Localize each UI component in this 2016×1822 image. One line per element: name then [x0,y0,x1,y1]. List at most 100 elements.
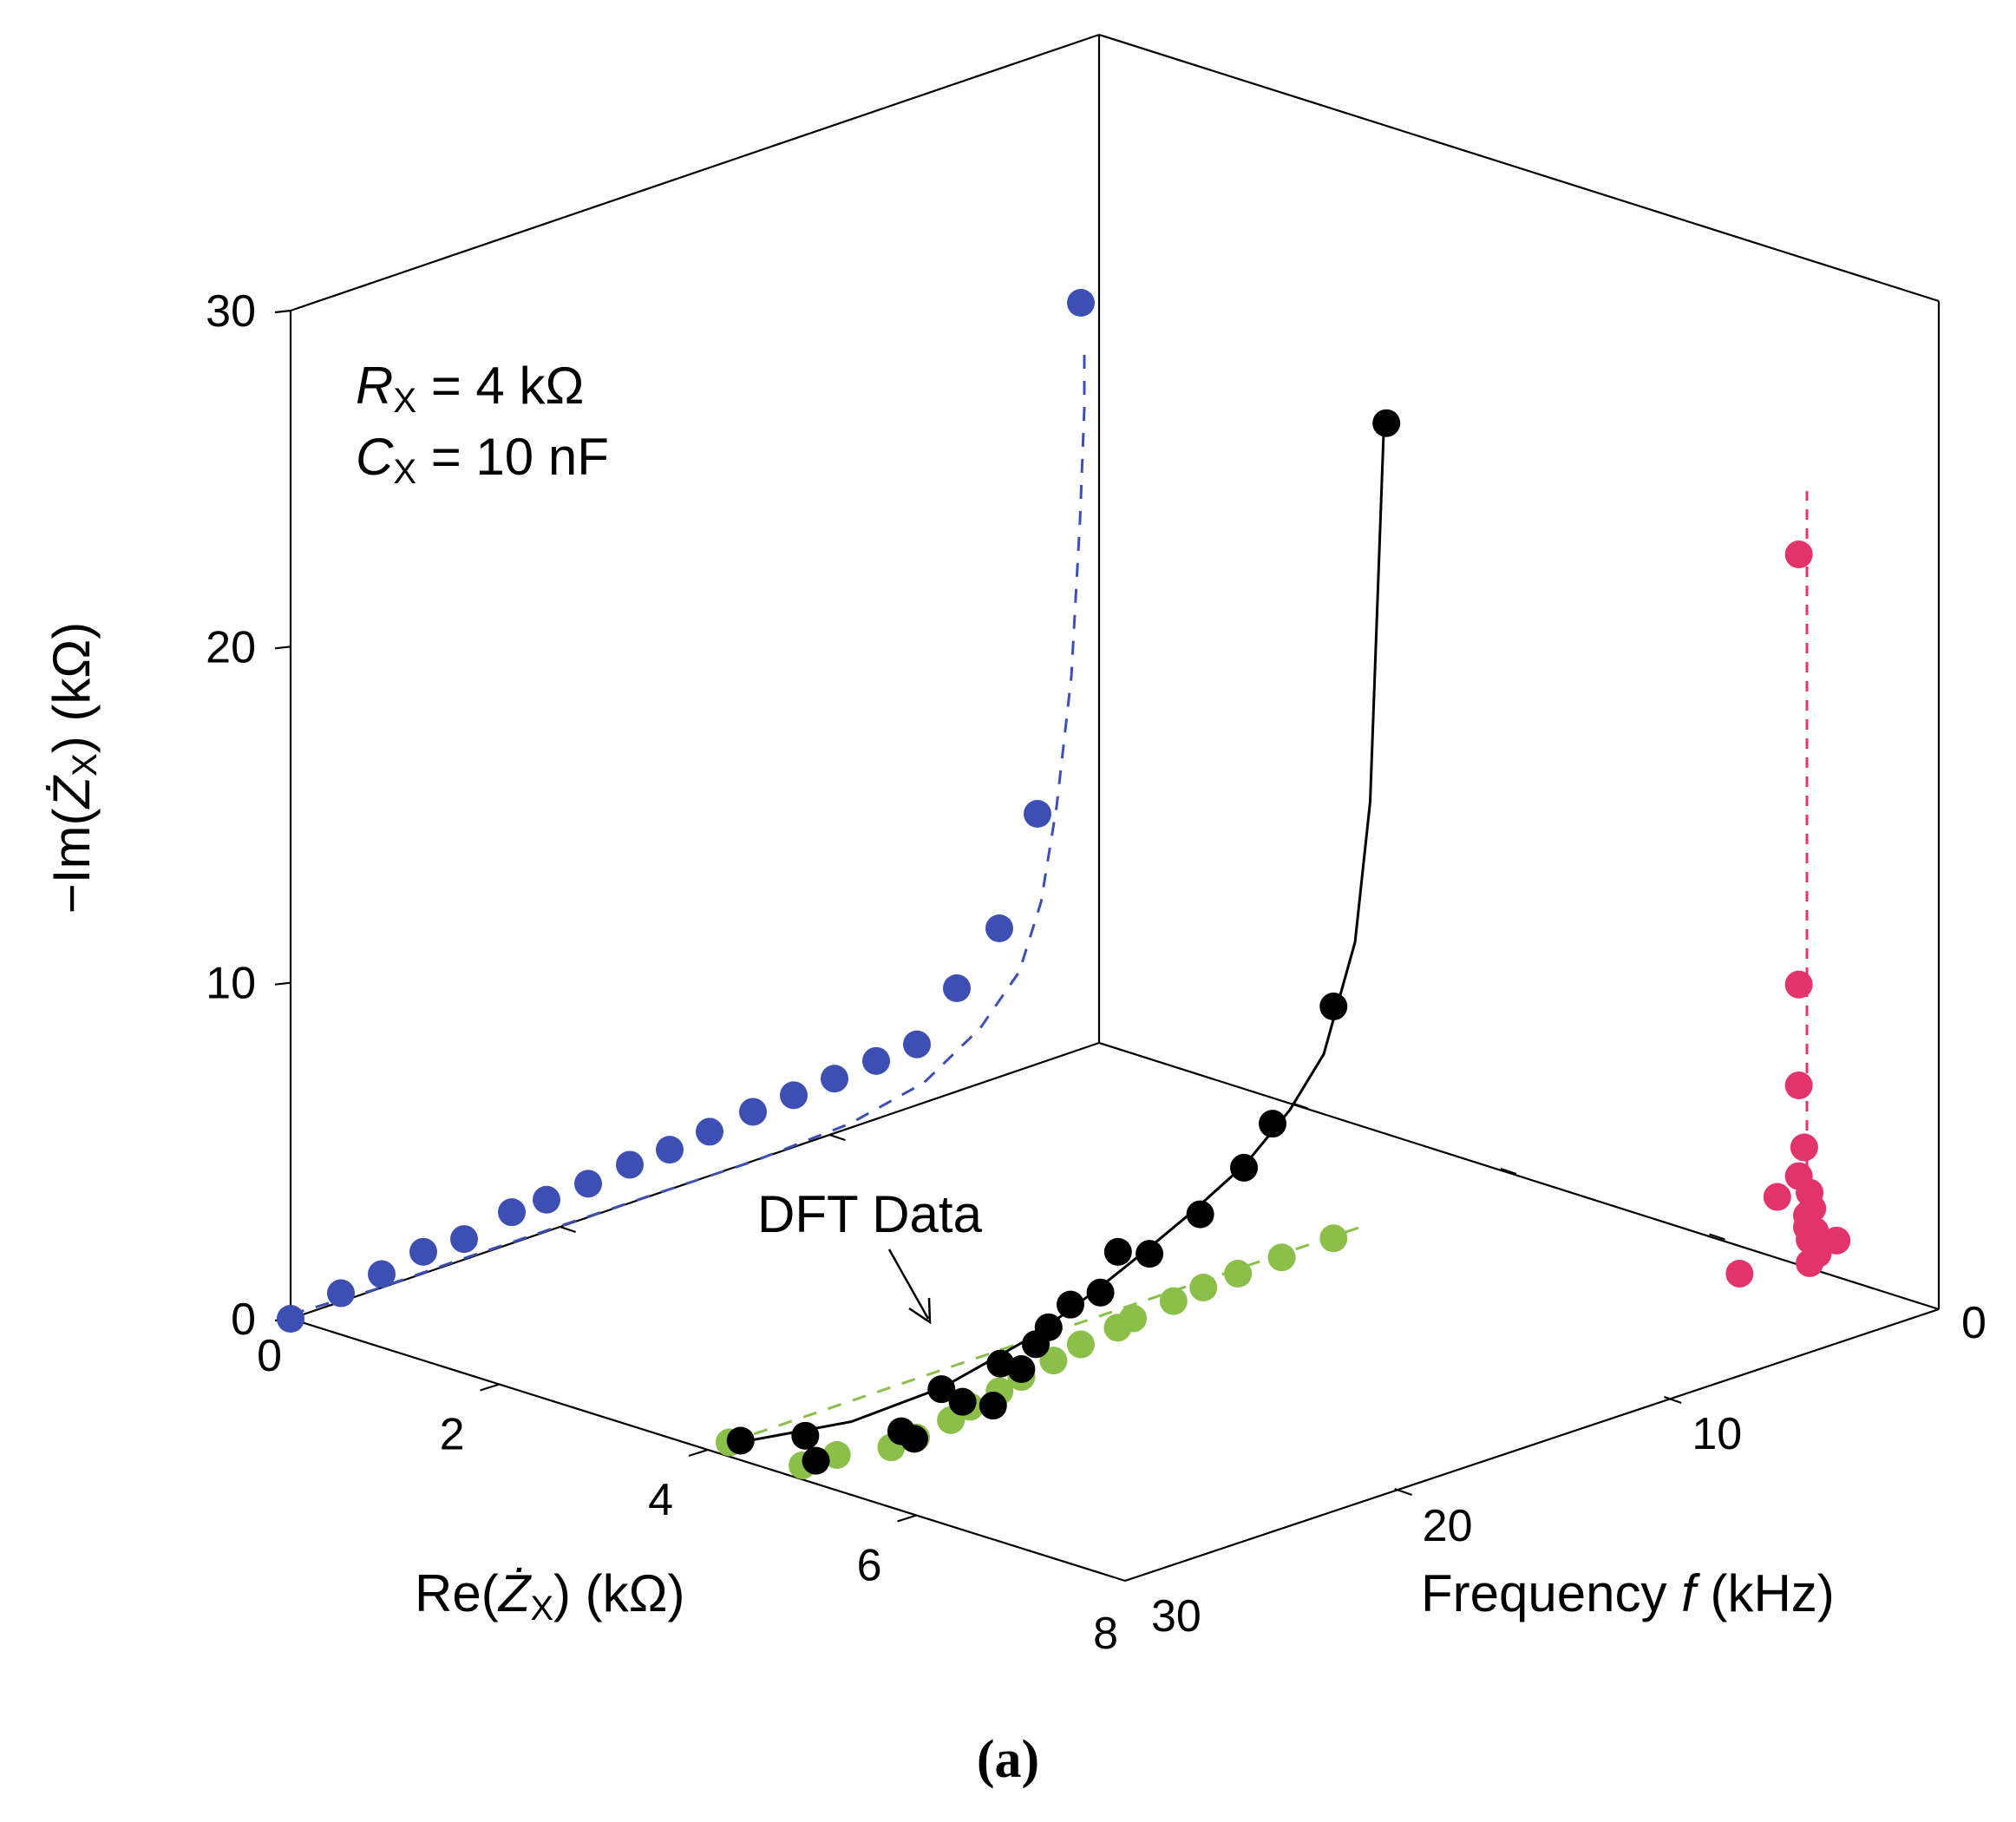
point-im-vs-re [862,1046,890,1075]
point-re-vs-f [1066,1330,1095,1359]
axes-frame [289,33,1941,1583]
point-re-vs-f [1119,1304,1148,1333]
point-dft-3d [791,1421,820,1450]
floor-edge-freq-axis [1124,1308,1940,1583]
point-re-vs-f [1039,1347,1068,1375]
point-dft-3d [802,1446,830,1475]
freq-tick [1663,1395,1682,1405]
point-dft-3d [927,1375,956,1404]
point-dft-3d [1258,1110,1286,1138]
point-im-vs-re [985,914,1013,942]
point-dft-3d [1372,409,1401,437]
point-dft-3d [1034,1313,1063,1341]
point-dft-3d [986,1349,1015,1378]
point-im-vs-re [327,1279,355,1308]
dft-arrow-head [908,1297,932,1325]
point-dft-3d [1186,1200,1214,1229]
point-dft-3d [1136,1240,1164,1268]
top-edge-right [1098,33,1940,303]
re-tick-label: 2 [440,1410,465,1460]
point-im-vs-re [574,1170,602,1198]
point-im-vs-f [1763,1183,1791,1211]
point-dft-3d [1103,1237,1132,1266]
point-im-vs-re [533,1185,560,1214]
re-tick [480,1383,500,1392]
point-im-vs-re [780,1081,808,1110]
point-re-vs-f [1189,1273,1218,1301]
point-im-vs-re [696,1117,723,1146]
dft-arrow-shaft [887,1249,930,1320]
point-dft-3d [900,1425,929,1453]
back-freq-tick [828,1133,846,1142]
re-axis-title: Re(ŻX) (kΩ) [415,1564,685,1628]
point-re-vs-f [1267,1243,1296,1272]
figure-caption: (a) [977,1730,1039,1789]
freq-tick [1394,1487,1413,1497]
point-im-vs-re [739,1098,767,1126]
point-im-vs-re [498,1198,526,1227]
im-tick-label: 0 [231,1294,256,1345]
im-tick-label: 20 [206,622,256,672]
data-points [277,289,1851,1479]
fit-curves [290,347,1809,1444]
point-dft-3d [1230,1153,1259,1182]
point-dft-3d [1086,1278,1115,1307]
fit-curve-3d [739,430,1385,1444]
back-re-tick [1500,1167,1517,1176]
point-re-vs-f [1224,1260,1253,1288]
param-resistance: RX = 4 kΩ [356,357,584,420]
point-im-vs-f [1725,1259,1754,1288]
fit-curve-re-vs-f [729,1223,1366,1444]
point-dft-3d [726,1426,755,1455]
point-dft-3d [979,1392,1007,1420]
re-tick-label: 8 [1093,1609,1118,1659]
top-edge-left [290,33,1100,312]
freq-tick-label: 10 [1692,1409,1742,1459]
re-tick-label: 4 [648,1475,673,1525]
point-im-vs-f [1790,1133,1818,1162]
point-im-vs-f [1784,970,1813,999]
im-tick-label: 10 [206,959,256,1009]
point-dft-3d [948,1387,977,1416]
im-tick-label: 30 [206,286,256,337]
axis-ticks [274,309,1725,1523]
freq-tick-label: 30 [1151,1591,1201,1642]
point-dft-3d [1319,993,1348,1021]
point-im-vs-re [277,1305,304,1333]
freq-tick-label: 0 [1961,1298,1987,1348]
point-dft-3d [1007,1355,1036,1384]
axis-tick-labels: 0 10 20 30 0 2 4 6 8 0 10 20 30 [206,286,1987,1659]
re-tick-label: 0 [257,1331,282,1381]
point-re-vs-f [822,1440,851,1469]
point-dft-3d [1056,1290,1084,1319]
im-tick [274,981,291,986]
freq-tick-label: 20 [1423,1501,1473,1551]
back-re-tick [1709,1233,1725,1241]
point-im-vs-re [1067,289,1095,317]
point-re-vs-f [1159,1287,1188,1315]
im-axis-title: −Im(ŻX) (kΩ) [43,622,104,914]
point-im-vs-f [1796,1249,1824,1277]
point-im-vs-re [616,1150,644,1179]
point-im-vs-re [821,1065,848,1093]
back-freq-tick [560,1225,577,1234]
point-im-vs-re [656,1136,684,1164]
point-im-vs-re [368,1260,396,1288]
point-im-vs-re [1024,800,1051,828]
point-im-vs-re [903,1030,931,1058]
point-im-vs-re [409,1237,437,1266]
freq-axis-title: Frequency f (kHz) [1421,1564,1835,1622]
im-tick [274,309,291,314]
point-im-vs-re [943,974,971,1002]
re-tick [897,1514,917,1523]
point-re-vs-f [1319,1224,1348,1253]
point-im-vs-f [1784,1072,1813,1100]
re-tick [688,1448,709,1458]
im-tick [274,646,291,650]
re-tick-label: 6 [857,1541,882,1591]
point-im-vs-re [450,1225,478,1254]
fit-curve-im-vs-re [290,347,1086,1316]
point-im-vs-f [1784,541,1813,569]
param-capacitance: CX = 10 nF [356,428,609,491]
